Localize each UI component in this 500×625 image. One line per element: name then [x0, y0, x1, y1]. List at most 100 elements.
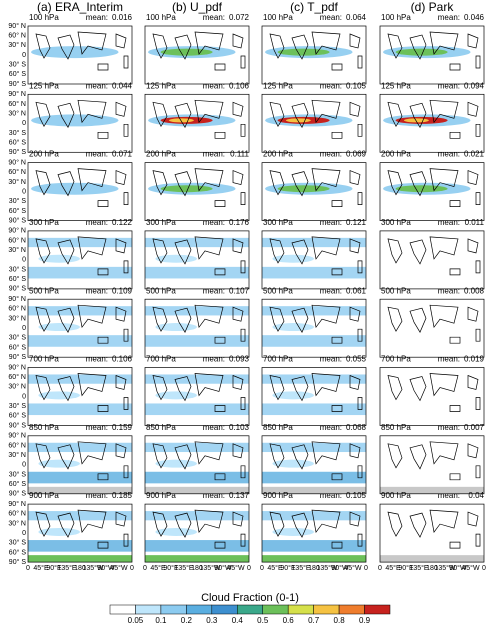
map-panel [144, 25, 250, 85]
map-frame [379, 25, 485, 85]
mean-label: mean: [86, 286, 108, 295]
mean-value: 0.176 [229, 218, 250, 227]
map-background [380, 504, 484, 563]
lat-label: 90° S [9, 558, 27, 566]
cloud-area [262, 471, 366, 484]
lat-label: 0 [22, 462, 26, 469]
map-frame [27, 298, 133, 358]
cloud-area [160, 48, 213, 56]
mean-label: mean: [320, 286, 342, 295]
lat-label: 0 [22, 530, 26, 537]
lat-label: 30° S [9, 265, 27, 273]
lat-label: 30° N [8, 41, 26, 49]
lat-label: 30° N [8, 109, 26, 117]
level-label: 850 hPa [381, 423, 411, 432]
map-frame [144, 230, 250, 290]
mean-label: mean: [203, 355, 225, 364]
map-frame [144, 503, 250, 563]
map-panel [379, 230, 485, 290]
level-label: 100 hPa [263, 13, 293, 22]
cloud-area [262, 374, 366, 384]
map-panel [27, 298, 133, 358]
map-background [380, 367, 484, 426]
lat-label: 60° S [9, 70, 27, 78]
mean-label: mean: [203, 423, 225, 432]
coastline [152, 236, 246, 276]
column-title: (a) ERA_Interim [37, 0, 123, 14]
mean-label: mean: [203, 13, 225, 22]
coastline [269, 441, 363, 481]
lon-label: 180 [191, 565, 203, 572]
coastline [152, 304, 246, 344]
lat-label: 0 [22, 257, 26, 264]
antarctica [262, 555, 366, 563]
mean-label: mean: [320, 150, 342, 159]
lon-label: 90°E [163, 564, 179, 572]
cloud-area [145, 335, 249, 347]
lat-label: 30° S [9, 334, 27, 342]
coastline [35, 168, 129, 207]
mean-value: 0.109 [112, 286, 133, 295]
mean-value: 0.093 [229, 355, 250, 364]
map-frame [144, 298, 250, 358]
lat-label: 30° S [9, 61, 27, 69]
level-label: 200 hPa [263, 150, 293, 159]
lat-label: 60° N [8, 100, 26, 108]
map-panel [261, 93, 367, 153]
colorbar-swatch [338, 604, 365, 615]
mean-value: 0.103 [229, 423, 250, 432]
lat-label: 60° S [9, 138, 27, 146]
mean-label: mean: [86, 218, 108, 227]
map-panel [27, 162, 133, 221]
level-label: 850 hPa [29, 423, 59, 432]
coastline [387, 304, 481, 344]
map-panel [144, 435, 250, 495]
map-frame [144, 162, 250, 221]
mean-value: 0.044 [112, 81, 133, 90]
map-frame [261, 230, 367, 290]
lat-label: 90° N [8, 295, 26, 303]
cloud-area [28, 511, 132, 521]
lat-label: 90° N [8, 363, 26, 371]
map-frame [27, 435, 133, 495]
lon-label: 135°E [409, 564, 428, 572]
lat-label: 60° S [9, 480, 27, 488]
cloud-area [277, 185, 330, 193]
mean-value: 0.137 [229, 491, 250, 500]
mean-value: 0.071 [112, 150, 133, 159]
map-frame [27, 25, 133, 85]
lat-label: 90° N [8, 90, 26, 98]
map-frame [261, 25, 367, 85]
map-panel [144, 367, 250, 426]
lon-label: 0 [482, 565, 486, 572]
cloud-area [28, 237, 132, 248]
mean-label: mean: [320, 218, 342, 227]
mean-value: 0.094 [464, 81, 485, 90]
map-panel [27, 367, 133, 426]
level-label: 100 hPa [146, 13, 176, 22]
level-label: 900 hPa [263, 491, 293, 500]
map-panel [144, 162, 250, 221]
level-label: 100 hPa [381, 13, 411, 22]
mean-label: mean: [320, 491, 342, 500]
map-panel [261, 162, 367, 221]
mean-value: 0.008 [464, 286, 485, 295]
antarctica [262, 486, 366, 494]
coastline [152, 509, 246, 549]
map-panel [27, 503, 133, 563]
colorbar-label: 0.3 [206, 616, 218, 625]
mean-label: mean: [86, 150, 108, 159]
colorbar-swatch [135, 604, 162, 615]
colorbar-swatch [313, 604, 340, 615]
coastline [152, 373, 246, 412]
map-frame [379, 435, 485, 495]
map-frame [261, 503, 367, 563]
lat-label: 90° S [9, 353, 27, 361]
level-label: 500 hPa [381, 286, 411, 295]
cloud-area [262, 540, 366, 552]
colorbar-label: 0.4 [232, 616, 244, 625]
map-panel [261, 298, 367, 358]
lon-label: 135°W [82, 564, 103, 572]
lon-label: 0 [378, 565, 382, 572]
lon-label: 45°W [462, 564, 480, 572]
